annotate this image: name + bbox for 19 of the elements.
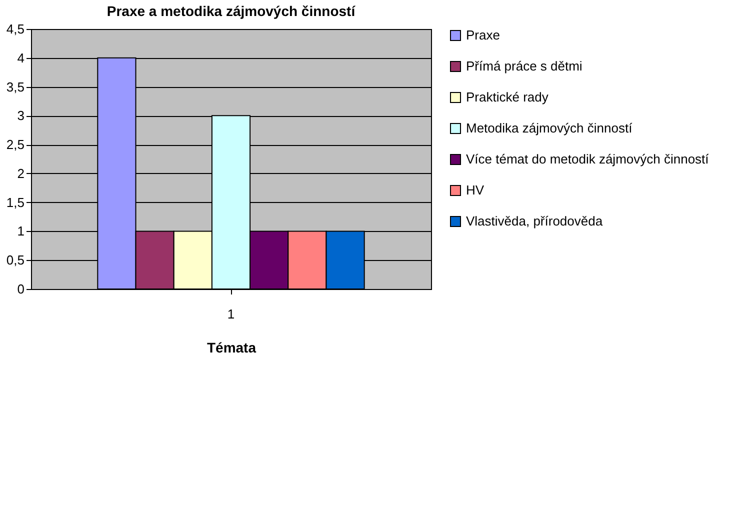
y-tick-label: 0,5	[6, 252, 24, 268]
y-tick-label: 2	[17, 166, 24, 181]
y-tick-label: 1,5	[6, 194, 24, 210]
legend-label: Vlastivěda, přírodověda	[466, 214, 604, 228]
legend-label: Praktické rady	[466, 90, 549, 104]
y-tick-label: 0	[17, 282, 24, 296]
legend-label: Praxe	[466, 28, 500, 42]
x-axis-title: Témata	[206, 340, 256, 356]
legend-label: Více témat do metodik zájmových činností	[466, 152, 710, 166]
y-tick-label: 4,5	[6, 22, 24, 36]
chart-title: Praxe a metodika zájmových činností	[106, 3, 356, 19]
legend-label: HV	[466, 182, 484, 198]
y-tick-label: 2,5	[6, 137, 24, 152]
y-tick-label: 3	[17, 108, 24, 124]
y-tick-label: 3,5	[6, 79, 24, 94]
legend-label: Přímá práce s dětmi	[466, 58, 582, 74]
y-tick-label: 1	[17, 224, 24, 239]
y-tick-label: 4	[17, 50, 24, 66]
legend-label: Metodika zájmových činností	[466, 120, 633, 136]
